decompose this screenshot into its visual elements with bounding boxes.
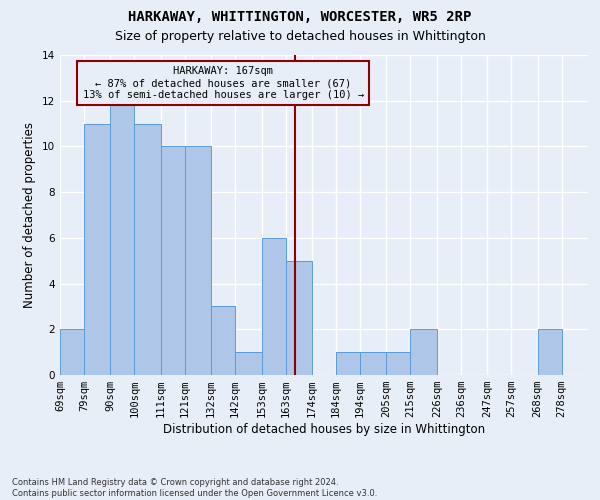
Bar — [262, 238, 286, 375]
Bar — [262, 238, 286, 375]
Bar — [410, 330, 437, 375]
Bar — [60, 330, 84, 375]
Bar — [286, 260, 312, 375]
Bar — [110, 100, 134, 375]
Bar — [60, 330, 84, 375]
Text: HARKAWAY: 167sqm
← 87% of detached houses are smaller (67)
13% of semi-detached : HARKAWAY: 167sqm ← 87% of detached house… — [83, 66, 364, 100]
Bar — [84, 124, 110, 375]
Bar — [185, 146, 211, 375]
Bar — [161, 146, 185, 375]
Text: HARKAWAY, WHITTINGTON, WORCESTER, WR5 2RP: HARKAWAY, WHITTINGTON, WORCESTER, WR5 2R… — [128, 10, 472, 24]
Bar — [410, 330, 437, 375]
X-axis label: Distribution of detached houses by size in Whittington: Distribution of detached houses by size … — [163, 423, 485, 436]
Bar — [235, 352, 262, 375]
Bar — [538, 330, 562, 375]
Bar — [211, 306, 235, 375]
Bar — [336, 352, 360, 375]
Bar — [386, 352, 410, 375]
Bar — [211, 306, 235, 375]
Bar — [110, 100, 134, 375]
Bar — [235, 352, 262, 375]
Text: Size of property relative to detached houses in Whittington: Size of property relative to detached ho… — [115, 30, 485, 43]
Bar — [134, 124, 161, 375]
Bar — [538, 330, 562, 375]
Y-axis label: Number of detached properties: Number of detached properties — [23, 122, 37, 308]
Text: Contains HM Land Registry data © Crown copyright and database right 2024.
Contai: Contains HM Land Registry data © Crown c… — [12, 478, 377, 498]
Bar — [185, 146, 211, 375]
Bar — [84, 124, 110, 375]
Bar — [134, 124, 161, 375]
Bar — [360, 352, 386, 375]
Bar — [286, 260, 312, 375]
Bar — [386, 352, 410, 375]
Bar — [360, 352, 386, 375]
Bar — [161, 146, 185, 375]
Bar — [336, 352, 360, 375]
